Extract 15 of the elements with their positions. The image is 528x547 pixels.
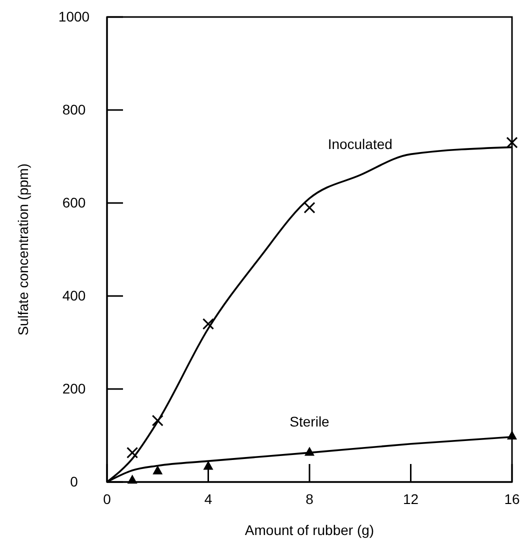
x-tick-label: 16 bbox=[504, 490, 520, 507]
y-tick-label: 200 bbox=[62, 380, 86, 396]
x-axis-title: Amount of rubber (g) bbox=[244, 522, 374, 538]
y-tick-label: 600 bbox=[62, 194, 86, 210]
series-label: Inoculated bbox=[328, 136, 392, 152]
y-tick-label: 400 bbox=[62, 287, 86, 304]
y-tick-label: 1000 bbox=[58, 8, 90, 24]
x-tick-label: 0 bbox=[103, 490, 112, 507]
x-tick-label: 8 bbox=[306, 490, 314, 507]
x-tick-label: 4 bbox=[204, 490, 212, 507]
y-tick-label: 0 bbox=[70, 473, 78, 490]
y-axis-title: Sulfate concentration (ppm) bbox=[15, 164, 31, 336]
series-label: Sterile bbox=[290, 414, 330, 430]
y-tick-label: 800 bbox=[62, 101, 86, 118]
x-tick-label: 12 bbox=[402, 490, 419, 507]
